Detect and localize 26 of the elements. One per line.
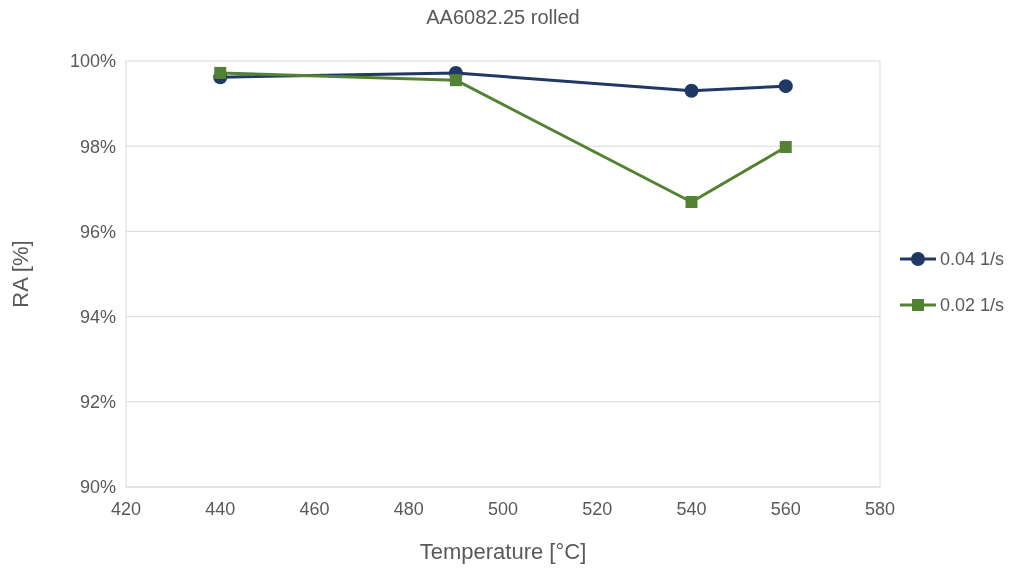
y-tick-label: 96% [79,221,116,242]
x-tick-label: 540 [676,499,707,519]
x-tick-label: 460 [299,499,330,519]
x-tick-label: 500 [487,499,519,519]
point [778,79,793,94]
x-tick-label: 420 [110,499,142,519]
x-tick-label: 580 [864,499,896,519]
y-tick-label: 90% [79,477,116,498]
x-tick-label: 480 [393,499,424,519]
y-tick-label: 94% [79,306,116,327]
legend-label: 0.04 1/s [940,249,1005,270]
y-tick-label: 100% [69,51,116,72]
x-tick-label: 520 [582,499,613,519]
point [449,74,462,87]
x-tick-label: 560 [770,499,801,519]
y-tick-label: 98% [79,136,116,157]
point [684,83,699,98]
x-tick-label: 440 [205,499,236,519]
point [685,196,698,209]
legend-label: 0.02 1/s [940,295,1005,316]
chart-title: AA6082.25 rolled [426,6,580,28]
y-axis-title: RA [%] [8,240,33,308]
point [214,66,227,79]
point [779,141,792,154]
y-tick-label: 92% [79,392,116,413]
x-axis-title: Temperature [°C] [419,539,587,564]
